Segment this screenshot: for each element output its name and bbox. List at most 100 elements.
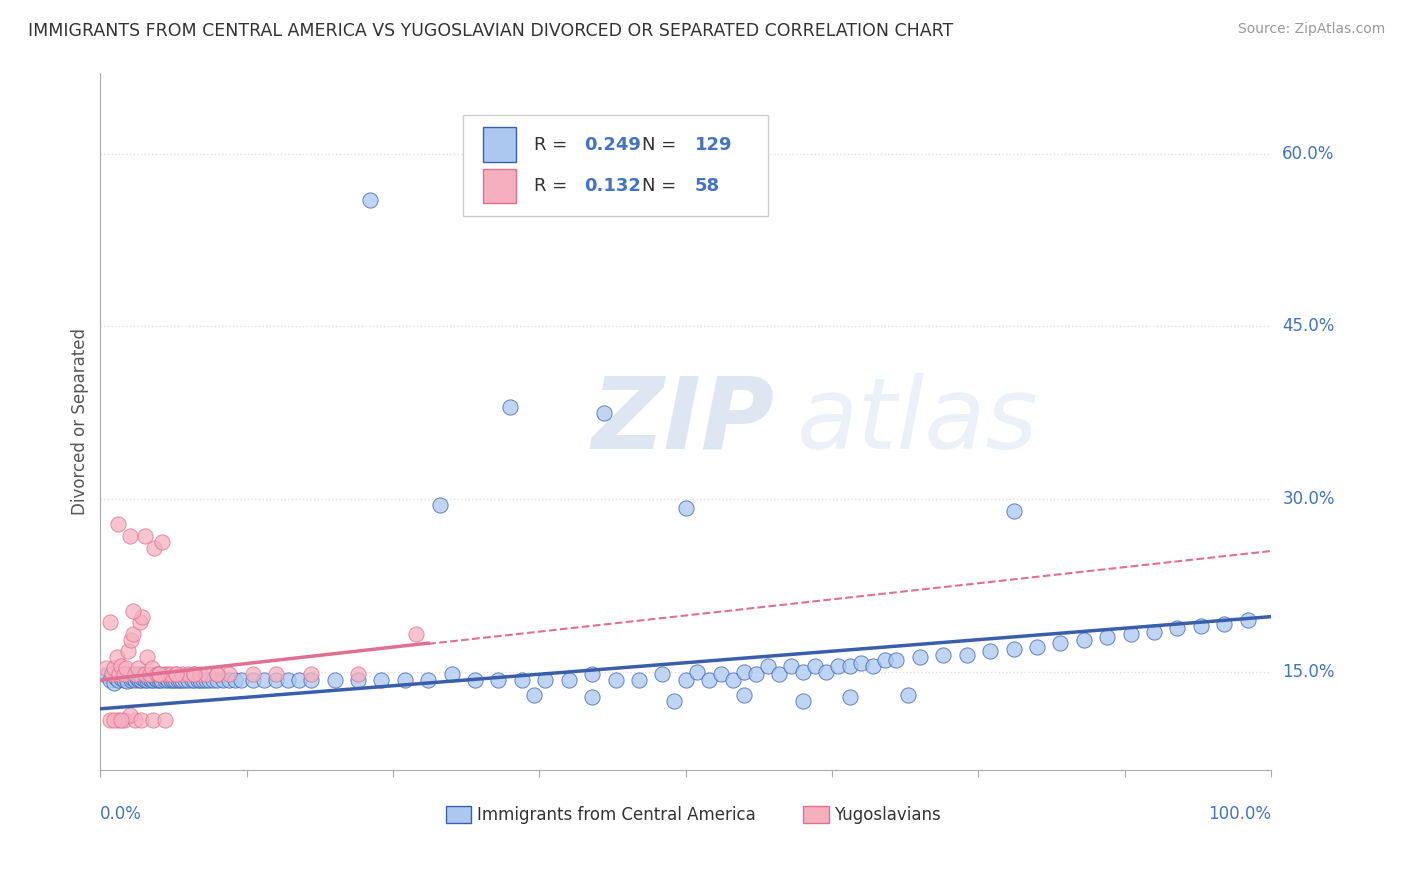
Point: [932, 648, 955, 662]
Point: [897, 688, 920, 702]
Point: [218, 673, 240, 687]
Point: [131, 714, 153, 728]
Point: [347, 673, 370, 687]
Point: [686, 665, 709, 679]
Point: [768, 667, 790, 681]
Point: [118, 707, 141, 722]
Point: [183, 667, 205, 681]
Point: [112, 667, 135, 681]
Point: [142, 714, 165, 728]
Point: [347, 667, 370, 681]
Point: [110, 671, 132, 685]
Point: [177, 673, 200, 687]
Point: [108, 667, 131, 681]
Point: [165, 667, 187, 681]
Point: [827, 659, 849, 673]
Point: [186, 673, 208, 687]
Text: 60.0%: 60.0%: [1282, 145, 1334, 162]
Point: [756, 659, 779, 673]
Point: [145, 673, 167, 687]
Point: [122, 627, 145, 641]
Point: [792, 694, 814, 708]
Point: [107, 673, 129, 687]
Point: [886, 653, 908, 667]
Text: Source: ZipAtlas.com: Source: ZipAtlas.com: [1237, 22, 1385, 37]
Point: [112, 673, 135, 687]
Text: R =: R =: [533, 136, 572, 153]
Point: [103, 676, 125, 690]
Point: [134, 667, 156, 681]
Point: [212, 673, 235, 687]
Point: [873, 653, 896, 667]
Point: [815, 665, 838, 679]
Text: 30.0%: 30.0%: [1282, 491, 1334, 508]
Point: [627, 673, 650, 687]
Point: [194, 667, 217, 681]
Point: [138, 671, 160, 685]
Point: [118, 529, 141, 543]
Point: [359, 193, 381, 207]
Point: [159, 673, 181, 687]
Point: [122, 604, 145, 618]
Point: [207, 667, 229, 681]
Point: [288, 673, 311, 687]
Point: [277, 673, 299, 687]
Point: [264, 673, 287, 687]
Text: Immigrants from Central America: Immigrants from Central America: [478, 806, 756, 824]
Point: [1073, 632, 1095, 647]
Point: [110, 659, 132, 673]
Point: [96, 668, 118, 682]
Point: [103, 714, 125, 728]
Point: [169, 673, 191, 687]
Point: [838, 690, 860, 705]
Point: [96, 661, 118, 675]
Point: [194, 673, 217, 687]
Point: [112, 714, 135, 728]
FancyBboxPatch shape: [464, 115, 768, 216]
Point: [131, 609, 153, 624]
Point: [143, 541, 166, 555]
Point: [172, 673, 194, 687]
Point: [124, 673, 146, 687]
Point: [218, 667, 240, 681]
Point: [851, 656, 873, 670]
Text: Yugoslavians: Yugoslavians: [834, 806, 941, 824]
Point: [418, 673, 440, 687]
Point: [162, 673, 184, 687]
Point: [224, 673, 246, 687]
Bar: [446, 806, 471, 823]
Point: [651, 667, 673, 681]
Point: [299, 673, 322, 687]
Point: [121, 671, 143, 685]
Point: [605, 673, 627, 687]
Point: [117, 674, 139, 689]
Point: [299, 667, 322, 681]
Point: [149, 671, 172, 685]
Point: [180, 673, 202, 687]
Point: [148, 667, 170, 681]
Point: [110, 714, 132, 728]
Point: [721, 673, 744, 687]
Point: [1143, 624, 1166, 639]
Point: [183, 667, 205, 681]
Point: [142, 673, 165, 687]
Point: [1189, 619, 1212, 633]
Point: [152, 668, 174, 682]
Point: [862, 659, 884, 673]
Point: [264, 667, 287, 681]
Point: [581, 667, 603, 681]
Point: [120, 673, 142, 687]
Point: [105, 649, 128, 664]
Point: [98, 673, 121, 687]
Text: 58: 58: [695, 177, 720, 195]
Point: [592, 406, 614, 420]
Point: [733, 665, 755, 679]
Point: [581, 690, 603, 705]
Text: 129: 129: [695, 136, 733, 153]
Point: [183, 673, 205, 687]
Point: [675, 501, 697, 516]
Bar: [484, 128, 516, 162]
Point: [118, 668, 141, 682]
Point: [1119, 627, 1142, 641]
Text: atlas: atlas: [797, 373, 1039, 470]
